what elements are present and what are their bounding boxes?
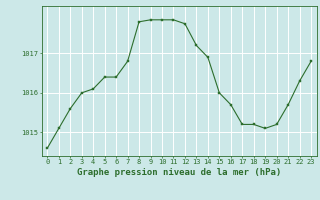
X-axis label: Graphe pression niveau de la mer (hPa): Graphe pression niveau de la mer (hPa) — [77, 168, 281, 177]
